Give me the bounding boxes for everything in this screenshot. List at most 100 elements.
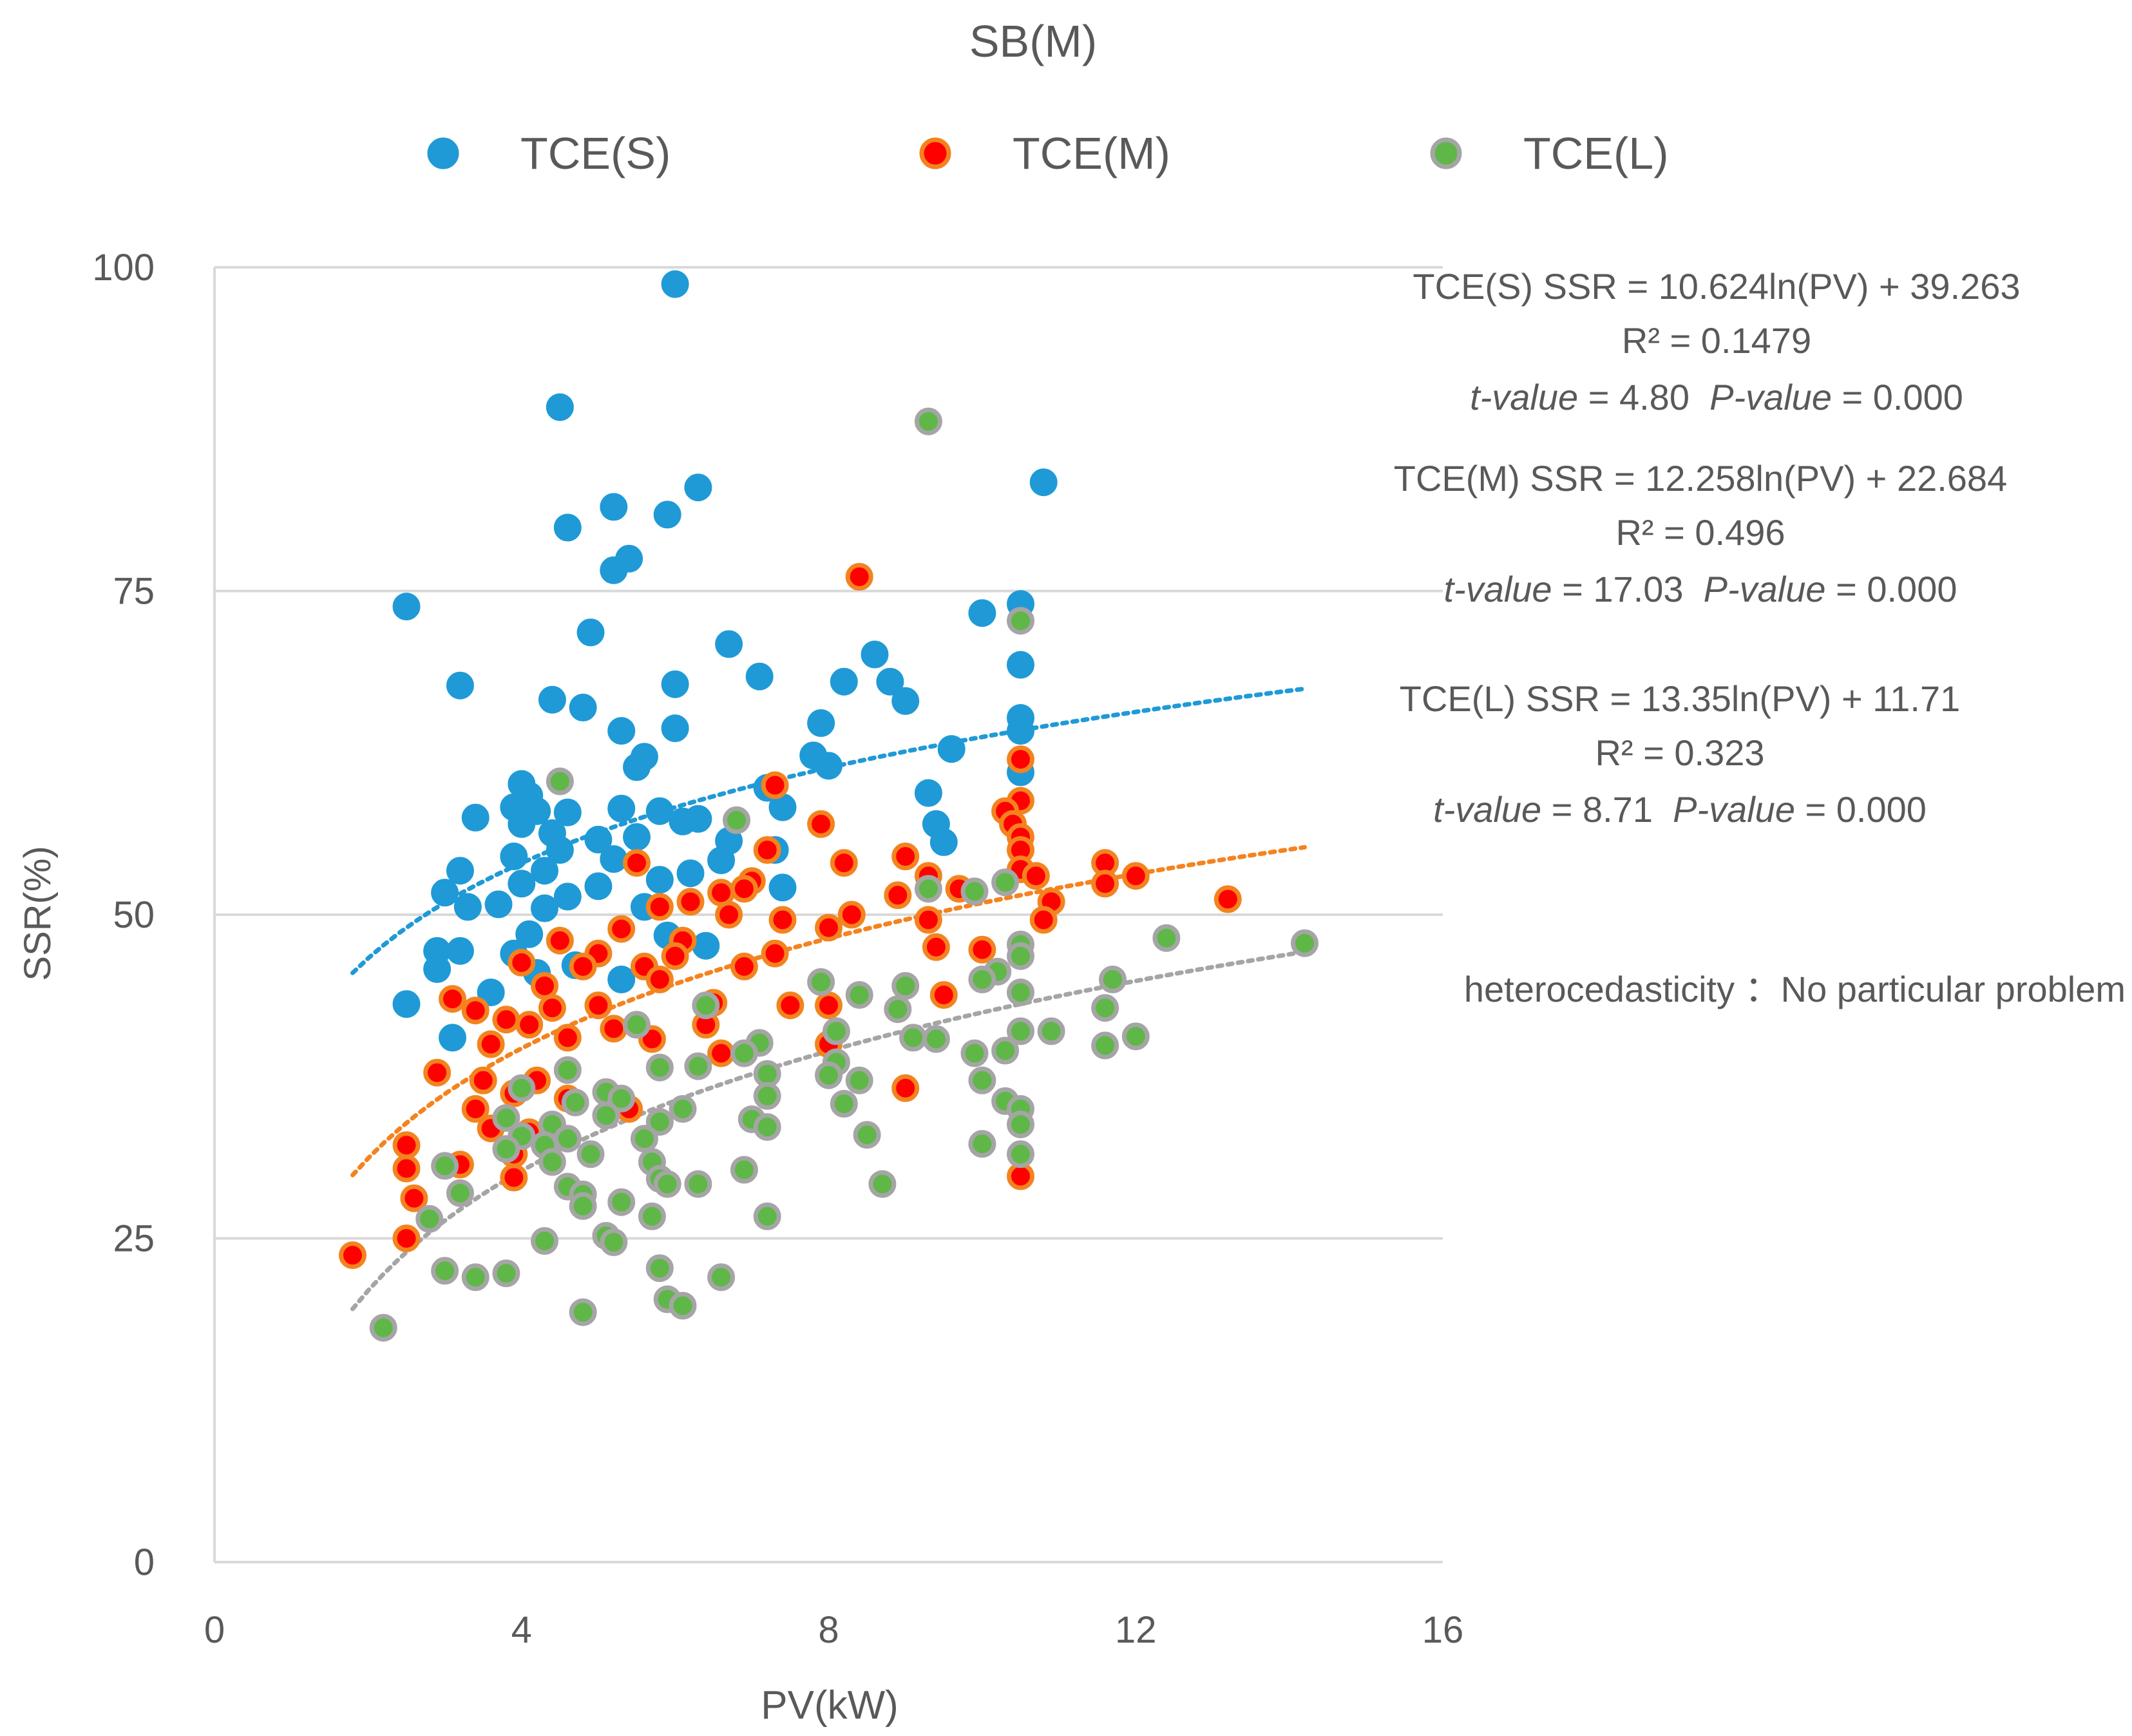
- t-value-label: t-value: [1470, 377, 1578, 417]
- data-point: [600, 1015, 628, 1043]
- axes: [213, 267, 1443, 1563]
- y-axis-label: SSR(%): [17, 846, 59, 980]
- data-point: [453, 893, 482, 921]
- data-point: [446, 671, 474, 700]
- data-point: [508, 948, 536, 977]
- data-point: [1007, 1017, 1034, 1045]
- data-point: [569, 693, 597, 721]
- y-tick-label: 0: [134, 1541, 155, 1583]
- heteroscedasticity-note: heterocedasticity ：No particular problem: [1464, 969, 2126, 1009]
- data-point: [991, 868, 1020, 897]
- data-point: [768, 873, 797, 902]
- data-point: [861, 640, 889, 669]
- data-point: [446, 857, 474, 885]
- data-point: [968, 1130, 996, 1158]
- data-point: [891, 687, 920, 715]
- data-point: [439, 1024, 466, 1052]
- data-point: [446, 1179, 474, 1207]
- data-point: [645, 797, 674, 825]
- regression-equation: TCE(S) SSR = 10.624ln(PV) + 39.263: [1413, 266, 2020, 307]
- series-points: [339, 562, 1242, 1270]
- data-point: [623, 849, 651, 877]
- data-point: [891, 1074, 920, 1102]
- data-point: [461, 997, 490, 1025]
- data-point: [669, 1095, 697, 1123]
- data-point: [584, 991, 613, 1020]
- data-point: [538, 994, 566, 1022]
- data-point: [607, 1084, 636, 1112]
- data-points: [339, 270, 1318, 1342]
- data-point: [461, 1095, 490, 1123]
- data-point: [392, 1154, 421, 1183]
- data-point: [761, 939, 789, 968]
- data-point: [645, 1254, 674, 1283]
- data-point: [592, 1102, 620, 1130]
- data-point: [968, 599, 996, 627]
- data-point: [339, 1241, 366, 1270]
- data-point: [684, 1052, 712, 1080]
- data-point: [661, 714, 689, 743]
- data-point: [753, 1060, 781, 1088]
- data-point: [1007, 745, 1034, 774]
- legend-item: TCE(M): [919, 128, 1170, 178]
- data-point: [1007, 1111, 1034, 1139]
- data-point: [607, 966, 636, 993]
- data-point: [753, 1113, 781, 1141]
- data-point: [645, 1108, 674, 1136]
- data-point: [546, 393, 574, 421]
- data-point: [492, 1104, 520, 1132]
- data-point: [745, 662, 774, 691]
- data-point: [623, 1011, 651, 1039]
- y-tick-label: 100: [92, 247, 155, 289]
- data-point: [991, 1036, 1020, 1065]
- data-point: [837, 901, 866, 929]
- data-point: [477, 1030, 505, 1058]
- significance-test: t-value = 8.71 P-value = 0.000: [1433, 789, 1927, 830]
- x-tick-label: 16: [1422, 1609, 1464, 1651]
- data-point: [515, 1011, 544, 1039]
- data-point: [968, 966, 996, 993]
- data-point: [630, 1125, 658, 1153]
- x-tick-label: 0: [204, 1609, 225, 1651]
- data-point: [576, 618, 605, 647]
- data-point: [623, 753, 651, 781]
- data-point: [914, 906, 942, 934]
- regression-equation: TCE(L) SSR = 13.35ln(PV) + 11.71: [1400, 678, 1961, 719]
- series-points: [369, 407, 1318, 1342]
- data-point: [469, 1066, 497, 1094]
- data-point: [431, 1152, 459, 1180]
- data-point: [500, 1163, 528, 1192]
- data-point: [400, 1184, 428, 1212]
- data-point: [1037, 1017, 1065, 1045]
- data-point: [692, 931, 720, 960]
- data-point: [922, 1025, 950, 1053]
- r-squared: R² = 0.496: [1615, 512, 1785, 553]
- regression-equation: TCE(M) SSR = 12.258ln(PV) + 22.684: [1394, 458, 2007, 499]
- data-point: [553, 1024, 582, 1052]
- t-value-label: t-value: [1443, 569, 1552, 609]
- data-point: [676, 859, 705, 888]
- chart-title: SB(M): [969, 16, 1097, 66]
- data-point: [607, 1188, 636, 1216]
- data-point: [968, 935, 996, 964]
- data-point: [707, 879, 736, 907]
- data-point: [960, 1039, 989, 1067]
- data-point: [561, 1089, 589, 1116]
- data-point: [1121, 862, 1150, 890]
- data-point: [531, 1227, 558, 1255]
- data-point: [807, 709, 835, 737]
- t-value-label: t-value: [1433, 789, 1541, 830]
- data-point: [707, 1263, 736, 1292]
- data-point: [531, 857, 558, 885]
- data-point: [392, 1225, 421, 1252]
- data-point: [645, 1053, 674, 1082]
- data-point: [1099, 966, 1127, 993]
- r-squared: R² = 0.323: [1595, 732, 1764, 773]
- data-point: [707, 846, 736, 875]
- data-point: [392, 1131, 421, 1159]
- data-point: [922, 933, 950, 961]
- data-point: [600, 556, 628, 584]
- significance-test: t-value = 17.03 P-value = 0.000: [1443, 569, 1957, 609]
